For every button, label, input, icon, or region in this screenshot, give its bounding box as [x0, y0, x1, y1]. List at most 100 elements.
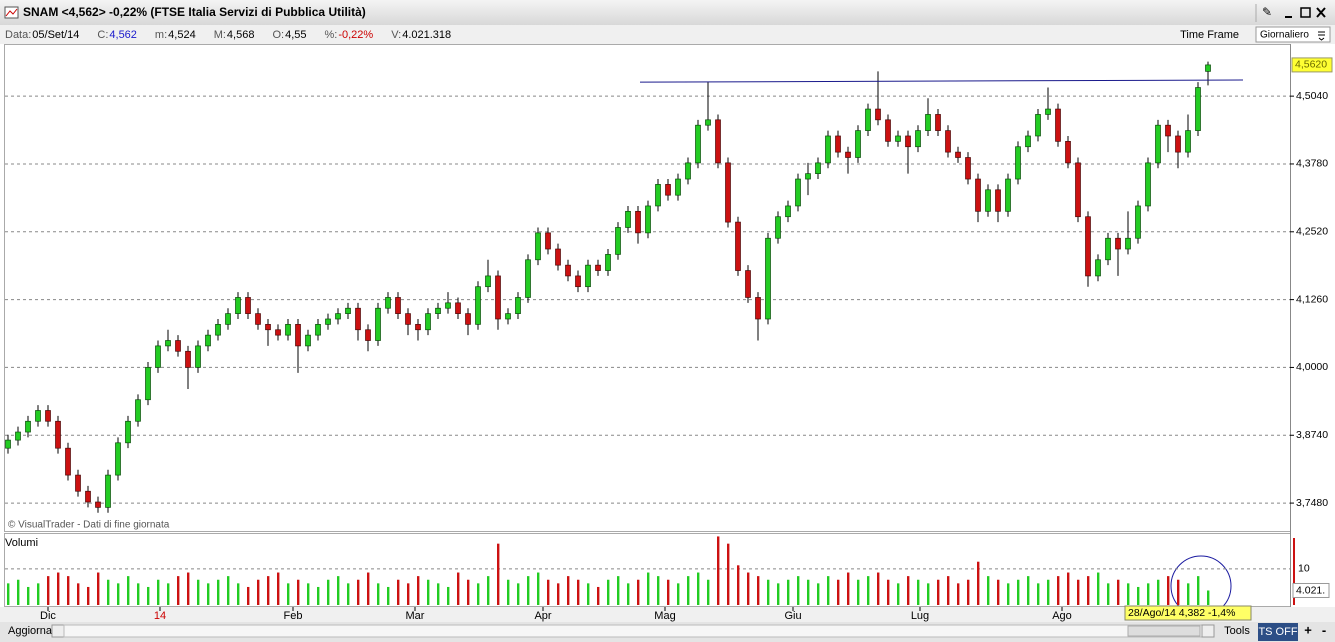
- candle-body: [415, 324, 421, 331]
- x-tick-label: Lug: [911, 610, 929, 622]
- volume-bar: [657, 576, 660, 605]
- overlay: 28/Ago/14 4,382 -1,4%: [1124, 605, 1252, 621]
- candle-body: [1085, 216, 1091, 277]
- candle-body: [305, 334, 311, 347]
- candle-body: [1125, 237, 1131, 250]
- volume-bar: [917, 579, 920, 605]
- candle-body: [95, 501, 101, 508]
- volume-bar: [107, 579, 110, 605]
- scroll-left[interactable]: [51, 624, 65, 638]
- candle-body: [425, 313, 431, 331]
- info-value: -0,22%: [338, 29, 373, 41]
- candle-body: [465, 313, 471, 325]
- maximize-button[interactable]: [1300, 7, 1311, 18]
- candle-body: [1055, 108, 1061, 142]
- candle-body: [295, 324, 301, 347]
- x-tick-label: Giu: [784, 610, 801, 622]
- volume-bar: [97, 572, 100, 605]
- volume-bar: [427, 579, 430, 605]
- minimize-button[interactable]: [1285, 16, 1292, 18]
- candle-body: [1105, 237, 1111, 261]
- candle-body: [115, 442, 121, 476]
- candle-body: [565, 264, 571, 277]
- volume-bar: [597, 586, 600, 605]
- info-value: 4,568: [227, 29, 255, 41]
- candle-body: [805, 173, 811, 180]
- candle-body: [475, 286, 481, 325]
- candle-body: [85, 490, 91, 503]
- volume-bar: [887, 579, 890, 605]
- candle-body: [205, 334, 211, 347]
- candle-body: [55, 420, 61, 449]
- last-price-box: [1291, 57, 1333, 73]
- volume-bar: [387, 586, 390, 605]
- volume-bar: [957, 583, 960, 605]
- candle-body: [985, 189, 991, 212]
- select-arrow: [1318, 31, 1325, 41]
- candle-body: [215, 324, 221, 336]
- tooltip-box: [1124, 605, 1252, 621]
- zoom-in[interactable]: +: [1304, 622, 1312, 637]
- volume-bar: [397, 579, 400, 605]
- candle-body: [525, 259, 531, 298]
- volume-bar: [1167, 576, 1170, 605]
- scroll-right[interactable]: [1201, 624, 1215, 638]
- close-button[interactable]: [1316, 7, 1326, 18]
- candle-body: [755, 297, 761, 320]
- ts-button[interactable]: TS OFF: [1258, 626, 1297, 638]
- candle-body: [395, 297, 401, 314]
- scroll-thumb[interactable]: [1127, 625, 1201, 637]
- volume-bar: [737, 565, 740, 605]
- tool-button[interactable]: ✎: [1262, 5, 1272, 19]
- candle-body: [335, 313, 341, 320]
- volume-bar: [327, 579, 330, 605]
- candle-body: [1015, 146, 1021, 180]
- candle-body: [785, 205, 791, 218]
- last-volume-box: [1292, 582, 1330, 598]
- volume-bar: [637, 579, 640, 605]
- candle-body: [545, 232, 551, 250]
- volume-bar: [1187, 583, 1190, 605]
- volume-bar: [717, 536, 720, 605]
- refresh-button[interactable]: Aggiorna: [8, 625, 53, 637]
- candle-body: [165, 340, 171, 347]
- candle-body: [325, 318, 331, 325]
- price-axis: [1290, 44, 1335, 607]
- info-label: m:: [155, 29, 167, 41]
- volume-tick-label: 10: [1298, 563, 1310, 575]
- zoom-out[interactable]: -: [1322, 622, 1326, 637]
- candle-body: [825, 135, 831, 164]
- volume-bar: [557, 583, 560, 605]
- ts-button-bg[interactable]: [1258, 623, 1298, 641]
- x-tick-label: Mar: [406, 610, 425, 622]
- volume-bar: [1077, 579, 1080, 605]
- volume-bar: [277, 572, 280, 605]
- volume-bar: [547, 579, 550, 605]
- candle-body: [575, 275, 581, 288]
- volume-bar: [297, 579, 300, 605]
- candle-body: [705, 119, 711, 126]
- candle-body: [1145, 162, 1151, 207]
- candle-body: [775, 216, 781, 239]
- candle-body: [675, 178, 681, 196]
- time-frame-select[interactable]: [1255, 26, 1331, 43]
- volume-bar: [537, 572, 540, 605]
- volume-bar: [817, 583, 820, 605]
- y-tick-label: 4,2520: [1296, 226, 1328, 238]
- info-label: V:: [391, 29, 401, 41]
- scrollbar[interactable]: [63, 624, 1215, 638]
- volume-bar: [217, 579, 220, 605]
- volume-bar: [207, 583, 210, 605]
- candle-body: [375, 307, 381, 341]
- y-tick-label: 4,0000: [1296, 361, 1328, 373]
- volume-bar: [947, 576, 950, 605]
- info-label: Data:: [5, 29, 31, 41]
- volume-bar: [57, 572, 60, 605]
- candle-body: [1075, 162, 1081, 218]
- volume-bar: [927, 583, 930, 605]
- volume-bar: [287, 583, 290, 605]
- volume-bar: [307, 583, 310, 605]
- volume-bar: [137, 583, 140, 605]
- info-value: 4.021.318: [402, 29, 451, 41]
- tools-button[interactable]: Tools: [1224, 625, 1250, 637]
